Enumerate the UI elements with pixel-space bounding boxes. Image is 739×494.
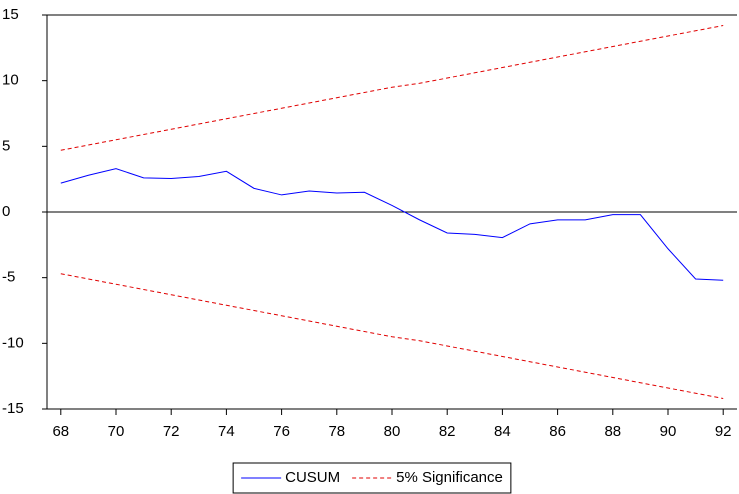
x-tick-label: 78	[328, 423, 345, 440]
x-tick-label: 76	[273, 423, 290, 440]
legend: CUSUM 5% Significance	[232, 462, 512, 494]
legend-label: 5% Significance	[396, 469, 503, 486]
x-tick-label: 70	[108, 423, 125, 440]
x-tick-label: 72	[163, 423, 180, 440]
x-tick-label: 80	[384, 423, 401, 440]
y-tick-label: -15	[2, 400, 24, 417]
x-tick-label: 84	[494, 423, 511, 440]
x-tick-label: 74	[218, 423, 235, 440]
y-tick-label: -10	[2, 334, 24, 351]
y-tick-label: 10	[2, 72, 19, 89]
y-tick-label: 0	[2, 203, 10, 220]
series-line	[60, 25, 724, 151]
x-tick-label: 88	[604, 423, 621, 440]
series-line	[60, 168, 724, 281]
x-tick-label: 82	[439, 423, 456, 440]
y-tick-label: -5	[2, 269, 15, 286]
x-tick-label: 86	[549, 423, 566, 440]
y-tick-label: 5	[2, 137, 10, 154]
x-tick-label: 92	[715, 423, 732, 440]
y-tick-label: 15	[2, 6, 19, 23]
x-tick-label: 90	[660, 423, 677, 440]
x-tick-label: 68	[52, 423, 69, 440]
legend-label: CUSUM	[285, 469, 340, 486]
series-line	[60, 273, 724, 399]
